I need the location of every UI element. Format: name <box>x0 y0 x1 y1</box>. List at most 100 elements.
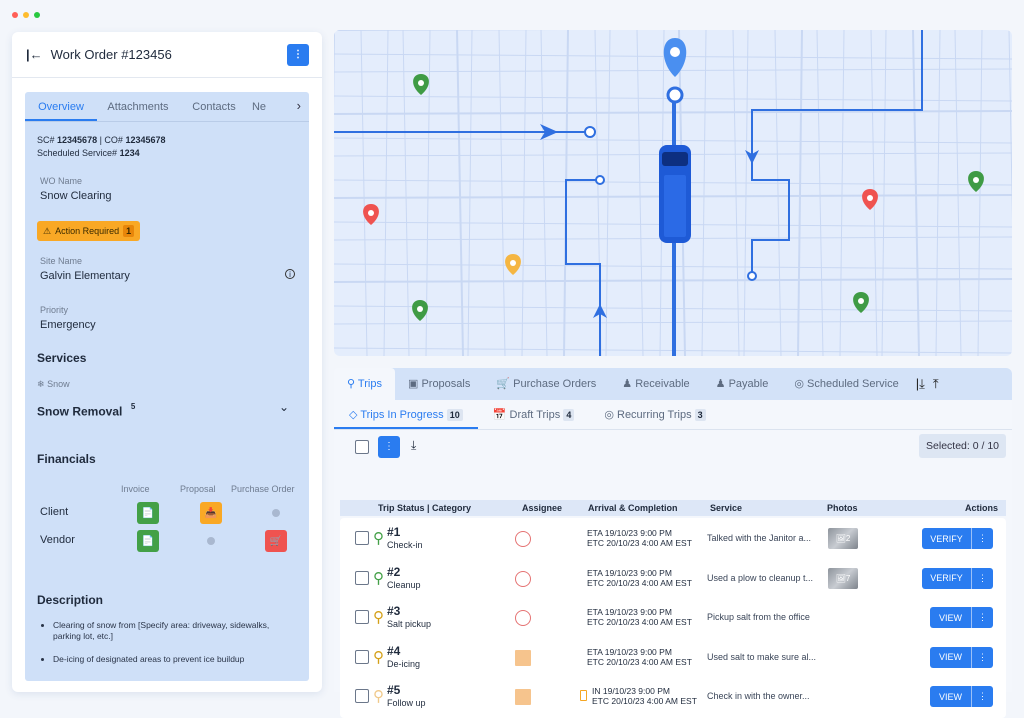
assignee-avatar[interactable] <box>515 610 531 626</box>
row-checkbox[interactable] <box>355 531 369 545</box>
map-canvas[interactable] <box>334 30 1012 356</box>
select-all-checkbox[interactable] <box>355 440 369 454</box>
tab-trips[interactable]: ⚲ Trips <box>334 368 395 400</box>
overview-card: Overview Attachments Contacts Ne › SC# 1… <box>25 92 309 681</box>
table-row[interactable]: ⚲ #1 Check-in ETA 19/10/23 9:00 PM ETC 2… <box>340 519 1006 558</box>
tab-receivable[interactable]: ♟ Receivable <box>609 368 702 400</box>
row-checkbox[interactable] <box>355 610 369 624</box>
assignee-avatar[interactable] <box>515 689 531 705</box>
tab-overview[interactable]: Overview <box>25 92 97 121</box>
minimize-dot[interactable] <box>23 12 29 18</box>
subtab-draft-trips[interactable]: 📅 Draft Trips 4 <box>478 400 590 429</box>
col-service[interactable]: Service <box>710 503 743 513</box>
route-line <box>565 179 601 356</box>
verify-button[interactable]: VERIFY <box>922 567 972 589</box>
tab-scheduled-service[interactable]: ◎ Scheduled Service <box>781 368 911 400</box>
export-download-icon[interactable]: ⤓ <box>411 438 417 452</box>
view-button[interactable]: VIEW <box>930 686 972 707</box>
destination-pin-icon[interactable] <box>663 38 687 77</box>
map-pin-green-icon[interactable] <box>968 171 984 192</box>
tab-label: Trips <box>357 378 382 390</box>
row-checkbox[interactable] <box>355 570 369 585</box>
subtab-count: 4 <box>563 409 575 421</box>
info-icon[interactable]: i <box>285 269 295 279</box>
mobile-device-icon <box>580 690 587 701</box>
collapse-back-icon[interactable]: |← <box>26 47 43 62</box>
subtab-count: 10 <box>446 409 463 421</box>
subtab-trips-in-progress[interactable]: ◇ Trips In Progress 10 <box>334 400 478 429</box>
arrival-time: ETA 19/10/23 9:00 PM <box>587 607 672 617</box>
tab-proposals[interactable]: ▣ Proposals <box>395 368 483 400</box>
tab-contacts[interactable]: Contacts <box>192 101 236 113</box>
row-more-button[interactable]: ⋮ <box>978 612 987 622</box>
co-label: | CO# <box>99 135 123 145</box>
assignee-avatar[interactable] <box>515 531 531 547</box>
map-pin-red-icon[interactable] <box>862 189 878 210</box>
map-pin-yellow-icon[interactable] <box>505 254 521 275</box>
chevron-down-icon[interactable]: ⌄ <box>278 400 289 414</box>
tab-purchase-orders[interactable]: 🛒 Purchase Orders <box>483 368 609 400</box>
vendor-proposal-empty-dot <box>207 537 215 545</box>
completion-time: ETC 20/10/23 4:00 AM EST <box>587 656 692 667</box>
vendor-po-cart-icon[interactable]: 🛒 <box>265 530 287 552</box>
status-pin-icon: ⚲ <box>373 648 384 666</box>
map-pin-red-icon[interactable] <box>363 204 379 225</box>
trip-number: #5 <box>387 683 401 697</box>
map-pin-green-icon[interactable] <box>413 74 429 95</box>
col-photos[interactable]: Photos <box>827 503 858 513</box>
person-icon: ♟ <box>622 378 633 390</box>
photos-thumbnail[interactable]: 🖼 7 <box>828 567 858 589</box>
row-more-button[interactable]: ⋮ <box>978 651 987 662</box>
arrow-icon <box>540 124 558 140</box>
view-button[interactable]: VIEW <box>930 607 972 628</box>
row-checkbox[interactable] <box>355 689 369 703</box>
table-row[interactable]: ⚲ #4 De-icing ETA 19/10/23 9:00 PM ETC 2… <box>340 638 1006 677</box>
waypoint <box>747 271 757 281</box>
tab-payable[interactable]: ♟ Payable <box>703 368 782 400</box>
map-pin-green-icon[interactable] <box>853 292 869 313</box>
maximize-dot[interactable] <box>34 12 40 18</box>
service-row-snow-removal[interactable]: Snow Removal 5 ⌄ <box>37 400 289 420</box>
table-row[interactable]: ⚲ #2 Cleanup ETA 19/10/23 9:00 PM ETC 20… <box>340 559 1006 598</box>
tab-attachments[interactable]: Attachments <box>107 101 169 113</box>
truck-icon[interactable] <box>659 145 691 243</box>
ss-label: Scheduled Service# <box>37 148 118 158</box>
close-dot[interactable] <box>12 12 18 18</box>
table-row[interactable]: ⚲ #5 Follow up IN 19/10/23 9:00 PM ETC 2… <box>340 677 1006 716</box>
bulk-actions-button[interactable]: ⋮ <box>378 436 400 458</box>
row-more-button[interactable]: ⋮ <box>978 691 987 701</box>
client-invoice-icon[interactable]: 📄 <box>137 502 159 524</box>
vendor-invoice-icon[interactable]: 📄 <box>137 530 159 552</box>
col-actions[interactable]: Actions <box>964 503 998 513</box>
download-icon[interactable]: |⤓ <box>915 376 925 391</box>
map-view[interactable] <box>334 30 1012 356</box>
assignee-avatar[interactable] <box>515 649 531 666</box>
collapse-up-icon[interactable]: ⤒ <box>932 376 939 391</box>
calendar-icon: 📅 <box>492 409 507 421</box>
assignee-avatar[interactable] <box>515 570 531 587</box>
table-row[interactable]: ⚲ #3 Salt pickup ETA 19/10/23 9:00 PM ET… <box>340 598 1006 637</box>
more-options-button[interactable]: ⋮ <box>287 44 309 66</box>
site-name-label: Site Name <box>40 256 83 266</box>
row-more-button[interactable]: ⋮ <box>978 533 987 543</box>
row-checkbox[interactable] <box>355 649 369 664</box>
view-button[interactable]: VIEW <box>930 646 972 668</box>
action-required-badge[interactable]: ⚠ Action Required 1 <box>37 221 141 241</box>
trips-table: ⚲ #1 Check-in ETA 19/10/23 9:00 PM ETC 2… <box>340 518 1006 718</box>
map-pin-green-icon[interactable] <box>412 300 428 321</box>
service-note: Talked with the Janitor a... <box>707 533 812 543</box>
tab-notes[interactable]: Ne <box>251 101 267 113</box>
col-trip-status[interactable]: Trip Status | Category <box>378 503 472 513</box>
verify-button[interactable]: VERIFY <box>922 528 972 549</box>
arrow-icon <box>593 304 607 318</box>
description-heading: Description <box>37 593 104 607</box>
client-proposal-icon[interactable]: 📥 <box>200 502 222 524</box>
photos-thumbnail[interactable]: 🖼 2 <box>828 528 858 549</box>
col-assignee[interactable]: Assignee <box>522 503 563 513</box>
waypoint <box>595 175 605 185</box>
description-item: De-icing of designated areas to prevent … <box>53 654 293 665</box>
col-arrival[interactable]: Arrival & Completion <box>588 503 678 513</box>
subtab-recurring-trips[interactable]: ◎ Recurring Trips 3 <box>589 400 720 429</box>
row-more-button[interactable]: ⋮ <box>978 572 987 583</box>
chevron-right-icon[interactable]: › <box>296 98 301 113</box>
